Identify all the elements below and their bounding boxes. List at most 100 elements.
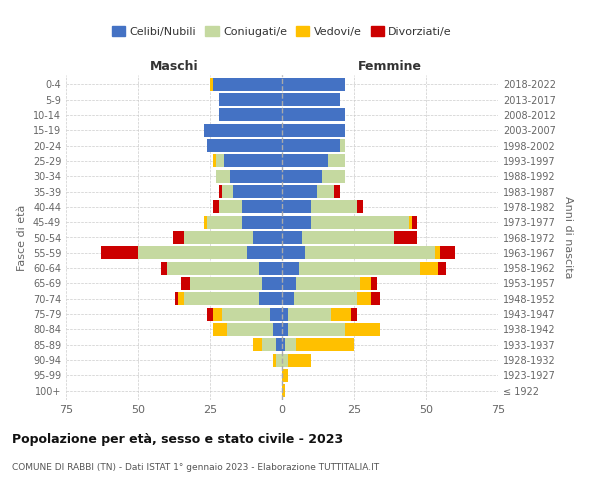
Bar <box>213 78 282 90</box>
Bar <box>138 246 247 260</box>
Bar <box>282 216 311 228</box>
Bar <box>371 292 380 306</box>
Bar <box>227 323 274 336</box>
Bar <box>282 124 346 136</box>
Bar <box>175 292 178 306</box>
Bar <box>262 338 276 351</box>
Text: COMUNE DI RABBI (TN) - Dati ISTAT 1° gennaio 2023 - Elaborazione TUTTITALIA.IT: COMUNE DI RABBI (TN) - Dati ISTAT 1° gen… <box>12 462 379 471</box>
Bar <box>253 338 262 351</box>
Bar <box>322 170 346 182</box>
Bar <box>412 216 418 228</box>
Bar <box>276 354 282 366</box>
Bar <box>204 124 282 136</box>
Bar <box>334 185 340 198</box>
Bar <box>440 246 455 260</box>
Bar <box>204 216 207 228</box>
Bar <box>434 246 440 260</box>
Bar <box>311 200 357 213</box>
Bar <box>293 292 357 306</box>
Bar <box>288 323 346 336</box>
Legend: Celibi/Nubili, Coniugati/e, Vedovi/e, Divorziati/e: Celibi/Nubili, Coniugati/e, Vedovi/e, Di… <box>107 22 457 42</box>
Bar <box>288 354 311 366</box>
Bar <box>299 262 420 274</box>
Bar <box>184 292 259 306</box>
Bar <box>213 308 221 320</box>
Bar <box>357 292 371 306</box>
Bar <box>207 308 213 320</box>
Bar <box>282 369 288 382</box>
Bar <box>213 200 218 213</box>
Bar <box>253 231 282 244</box>
Bar <box>317 185 334 198</box>
Bar <box>259 292 282 306</box>
Bar <box>357 200 362 213</box>
Bar <box>271 308 282 320</box>
Bar <box>207 139 282 152</box>
Bar <box>221 185 233 198</box>
Bar <box>346 323 380 336</box>
Bar <box>371 277 377 290</box>
Bar <box>285 338 296 351</box>
Bar <box>282 384 285 398</box>
Bar <box>360 277 371 290</box>
Bar <box>184 231 253 244</box>
Bar <box>262 277 282 290</box>
Bar <box>282 200 311 213</box>
Bar <box>282 277 296 290</box>
Bar <box>296 338 354 351</box>
Bar <box>282 354 288 366</box>
Bar <box>282 246 305 260</box>
Bar <box>282 323 288 336</box>
Bar <box>190 277 262 290</box>
Bar <box>288 308 331 320</box>
Bar <box>181 277 190 290</box>
Bar <box>282 262 299 274</box>
Bar <box>282 139 340 152</box>
Bar <box>282 185 317 198</box>
Bar <box>282 338 285 351</box>
Bar <box>437 262 446 274</box>
Bar <box>213 154 216 168</box>
Bar <box>282 292 293 306</box>
Bar <box>101 246 138 260</box>
Bar <box>274 354 276 366</box>
Bar <box>259 262 282 274</box>
Y-axis label: Anni di nascita: Anni di nascita <box>563 196 572 279</box>
Text: Popolazione per età, sesso e stato civile - 2023: Popolazione per età, sesso e stato civil… <box>12 432 343 446</box>
Text: Maschi: Maschi <box>149 60 199 74</box>
Bar <box>161 262 167 274</box>
Bar <box>302 231 394 244</box>
Bar <box>218 200 242 213</box>
Bar <box>218 108 282 122</box>
Bar <box>311 216 409 228</box>
Bar <box>282 231 302 244</box>
Bar <box>282 308 288 320</box>
Bar <box>282 78 346 90</box>
Bar <box>282 108 346 122</box>
Bar <box>213 323 227 336</box>
Bar <box>328 154 346 168</box>
Bar <box>340 139 346 152</box>
Bar <box>242 216 282 228</box>
Bar <box>282 154 328 168</box>
Bar <box>305 246 434 260</box>
Bar <box>224 154 282 168</box>
Bar <box>233 185 282 198</box>
Bar <box>178 292 184 306</box>
Text: Femmine: Femmine <box>358 60 422 74</box>
Bar <box>420 262 437 274</box>
Bar <box>230 170 282 182</box>
Bar <box>247 246 282 260</box>
Bar <box>331 308 351 320</box>
Bar <box>276 338 282 351</box>
Bar <box>274 323 282 336</box>
Bar <box>218 185 221 198</box>
Bar <box>409 216 412 228</box>
Bar <box>282 170 322 182</box>
Bar <box>221 308 271 320</box>
Y-axis label: Fasce di età: Fasce di età <box>17 204 27 270</box>
Bar <box>216 154 224 168</box>
Bar <box>394 231 418 244</box>
Bar <box>351 308 357 320</box>
Bar <box>207 216 242 228</box>
